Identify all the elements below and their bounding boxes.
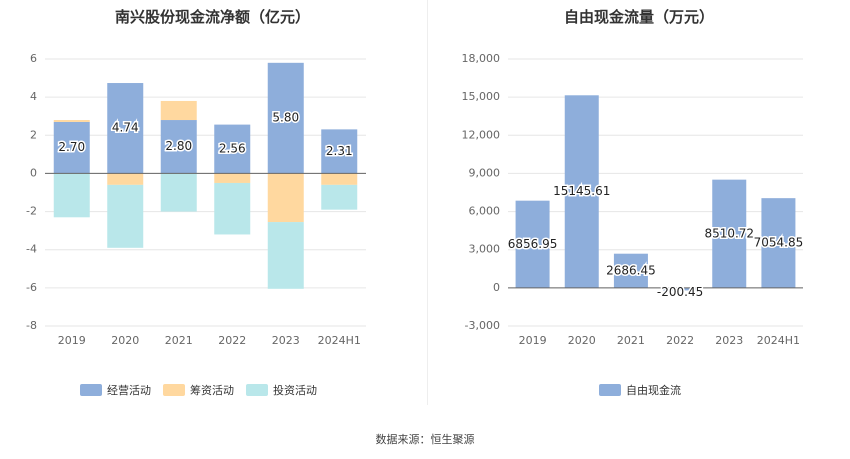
bar-investing[interactable] — [53, 173, 90, 218]
bar-free-cashflow[interactable] — [663, 287, 698, 291]
legend-item-operating[interactable]: 经营活动 — [80, 382, 151, 398]
cashflow-net-chart: 6 4 2 0 -2 -4 -6 -8 2019 2020 2021 2022 2023 2024H1 2.… — [26, 52, 366, 347]
y-tick-label: 6,000 — [469, 205, 501, 218]
data-label-operating: 4.74 — [112, 121, 139, 135]
left-legend: 经营活动 筹资活动 投资活动 — [80, 382, 329, 398]
bar-investing[interactable] — [267, 222, 304, 289]
data-label-operating: 2.31 — [326, 144, 353, 158]
y-tick-label: 12,000 — [462, 128, 501, 141]
x-tick-label: 2024H1 — [757, 334, 800, 347]
bar-investing[interactable] — [214, 182, 251, 235]
data-label-free-cashflow: 2686.45 — [606, 263, 656, 277]
x-tick-label: 2023 — [715, 334, 743, 347]
data-label-operating: 2.70 — [58, 140, 85, 154]
bar-operating[interactable] — [214, 124, 251, 174]
bar-free-cashflow[interactable] — [712, 179, 747, 288]
free-cashflow-chart: 18,000 15,000 12,000 9,000 6,000 3,000 0 -3,000… — [462, 52, 805, 347]
data-label-free-cashflow: 7054.85 — [754, 236, 804, 250]
data-label-free-cashflow: 6856.95 — [508, 237, 558, 251]
x-tick-label: 2024H1 — [318, 334, 361, 347]
bar-investing[interactable] — [107, 184, 144, 248]
x-tick-label: 2019 — [519, 334, 547, 347]
panel-divider — [427, 0, 428, 405]
legend-swatch-investing — [246, 384, 268, 396]
legend-label-investing: 投资活动 — [273, 384, 317, 397]
x-tick-label: 2019 — [58, 334, 86, 347]
y-tick-label: -3,000 — [465, 319, 500, 332]
legend-item-investing[interactable]: 投资活动 — [246, 382, 317, 398]
y-tick-label: 0 — [493, 281, 500, 294]
source-note: 数据来源：恒生聚源 — [375, 433, 475, 446]
data-label-operating: 2.56 — [219, 142, 246, 156]
data-label-free-cashflow: 15145.61 — [553, 184, 610, 198]
x-tick-label: 2021 — [165, 334, 193, 347]
bar-operating[interactable] — [160, 120, 197, 174]
bar-investing[interactable] — [321, 184, 358, 210]
y-tick-label: 6 — [30, 52, 37, 65]
x-tick-label: 2023 — [272, 334, 300, 347]
y-tick-label: 15,000 — [462, 90, 501, 103]
bar-financing[interactable] — [214, 173, 251, 183]
x-tick-label: 2020 — [568, 334, 596, 347]
legend-label-free-cashflow: 自由现金流 — [626, 384, 681, 397]
y-tick-label: -2 — [26, 205, 37, 218]
data-label-free-cashflow: 8510.72 — [704, 226, 754, 240]
legend-item-free-cashflow[interactable]: 自由现金流 — [599, 382, 681, 398]
y-tick-label: -8 — [26, 319, 37, 332]
bar-operating[interactable] — [321, 129, 358, 174]
y-tick-label: 2 — [30, 128, 37, 141]
legend-label-operating: 经营活动 — [107, 384, 151, 397]
y-tick-label: -6 — [26, 281, 37, 294]
y-tick-label: 9,000 — [469, 166, 501, 179]
right-legend: 自由现金流 — [599, 382, 693, 398]
bar-financing[interactable] — [267, 173, 304, 223]
y-tick-label: 0 — [30, 166, 37, 179]
legend-swatch-free-cashflow — [599, 384, 621, 396]
y-tick-label: 18,000 — [462, 52, 501, 65]
legend-swatch-operating — [80, 384, 102, 396]
left-chart-title: 南兴股份现金流净额（亿元） — [114, 8, 310, 26]
bar-financing[interactable] — [107, 173, 144, 185]
legend-swatch-financing — [163, 384, 185, 396]
data-label-free-cashflow: -200.45 — [657, 285, 703, 299]
y-tick-label: -4 — [26, 243, 37, 256]
bar-financing[interactable] — [321, 173, 358, 185]
bar-financing[interactable] — [53, 120, 90, 122]
bar-operating[interactable] — [107, 83, 144, 174]
x-tick-label: 2022 — [666, 334, 694, 347]
x-tick-label: 2020 — [111, 334, 139, 347]
data-label-operating: 2.80 — [165, 139, 192, 153]
bar-free-cashflow[interactable] — [761, 198, 796, 288]
y-tick-label: 3,000 — [469, 243, 501, 256]
data-label-operating: 5.80 — [272, 111, 299, 125]
y-tick-label: 4 — [30, 90, 37, 103]
legend-label-financing: 筹资活动 — [190, 384, 234, 397]
bar-free-cashflow[interactable] — [613, 253, 648, 288]
bar-investing[interactable] — [160, 173, 197, 212]
bar-free-cashflow[interactable] — [564, 95, 599, 288]
legend-item-financing[interactable]: 筹资活动 — [163, 382, 234, 398]
bar-free-cashflow[interactable] — [515, 200, 550, 288]
x-tick-label: 2022 — [218, 334, 246, 347]
bar-operating[interactable] — [53, 121, 90, 174]
bar-operating[interactable] — [267, 62, 304, 174]
bar-financing[interactable] — [160, 100, 197, 121]
x-tick-label: 2021 — [617, 334, 645, 347]
right-chart-title: 自由现金流量（万元） — [563, 8, 714, 26]
